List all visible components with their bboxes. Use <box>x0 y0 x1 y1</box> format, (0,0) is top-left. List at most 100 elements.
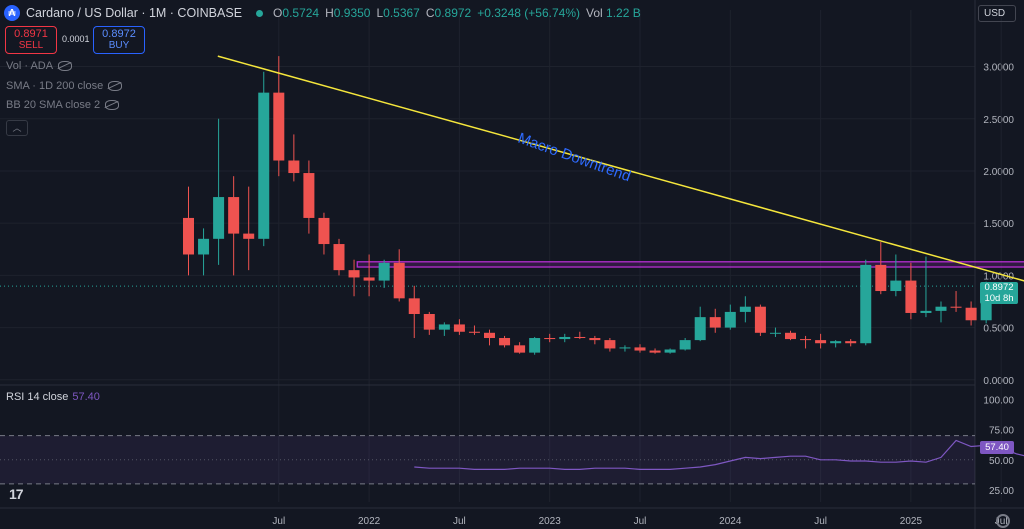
candle-body <box>694 317 706 341</box>
symbol-title[interactable]: Cardano / US Dollar · 1M · COINBASE <box>26 6 243 20</box>
candle-body <box>950 306 962 308</box>
price-tick-label: 2.5000 <box>983 115 1014 126</box>
candle-body <box>724 311 736 328</box>
candle-body <box>408 298 420 314</box>
last-price-tag: 0.8972 10d 8h <box>980 282 1018 304</box>
rsi-tick-label: 100.00 <box>983 395 1014 406</box>
candle-body <box>303 173 315 218</box>
rsi-legend-value: 57.40 <box>72 391 100 403</box>
candle-body <box>529 338 541 353</box>
rsi-tick-label: 75.00 <box>989 426 1014 437</box>
eye-hidden-icon[interactable] <box>58 61 73 71</box>
volume-value: 1.22 B <box>606 6 641 20</box>
resistance-zone <box>356 261 1024 268</box>
candle-body <box>499 338 511 346</box>
candle-body <box>815 340 827 344</box>
candle-body <box>318 217 330 245</box>
time-tick-label: 2023 <box>539 516 562 527</box>
eye-hidden-icon[interactable] <box>108 81 123 91</box>
price-tick-label: 2.0000 <box>983 167 1014 178</box>
eye-hidden-icon[interactable] <box>105 100 120 110</box>
macro-downtrend-line <box>217 55 1024 282</box>
open-label: O <box>273 6 283 20</box>
price-tick-label: 0.5000 <box>983 324 1014 335</box>
collapse-legend-button[interactable]: ︿ <box>6 120 28 136</box>
candle-body <box>935 306 947 311</box>
rsi-value-tag: 57.40 <box>980 441 1014 454</box>
candle-body <box>739 306 751 312</box>
candle-body <box>800 339 812 341</box>
candle-body <box>890 280 902 292</box>
indicator-bb[interactable]: BB 20 SMA close 2 <box>6 99 120 111</box>
candle-body <box>273 92 285 161</box>
candle-body <box>423 314 435 330</box>
sell-button[interactable]: 0.8971 SELL <box>5 26 57 54</box>
rsi-label: RSI 14 close <box>6 391 69 403</box>
indicator-volume-label: Vol · ADA <box>6 60 54 72</box>
currency-selector[interactable]: USD <box>978 5 1016 22</box>
gear-icon[interactable] <box>996 514 1010 528</box>
volume-label: Vol <box>585 6 603 20</box>
volume: Vol 1.22 B <box>586 6 641 20</box>
candle-body <box>875 264 887 292</box>
buy-button[interactable]: 0.8972 BUY <box>93 26 145 54</box>
candle-body <box>619 347 631 349</box>
sell-price: 0.8971 <box>14 28 48 40</box>
candle-body <box>634 347 646 351</box>
candle-body <box>213 197 225 239</box>
chart-header: ₳ Cardano / US Dollar · 1M · COINBASE O0… <box>4 4 641 22</box>
price-tick-label: 0.0000 <box>983 376 1014 387</box>
candle-body <box>965 307 977 321</box>
candle-body <box>243 233 255 239</box>
candle-body <box>574 336 586 339</box>
rsi-tick-label: 25.00 <box>989 486 1014 497</box>
price-tick-label: 1.0000 <box>983 271 1014 282</box>
candle-body <box>785 332 796 340</box>
indicator-sma[interactable]: SMA · 1D 200 close <box>6 80 123 92</box>
candle-body <box>438 324 450 330</box>
candle-body <box>393 262 405 299</box>
annotation-macro-downtrend: Macro Downtrend <box>516 130 633 186</box>
time-tick-label: 2022 <box>358 516 381 527</box>
candle-body <box>559 336 571 340</box>
candle-body <box>348 270 360 278</box>
indicator-sma-label: SMA · 1D 200 close <box>6 80 104 92</box>
candle-body <box>709 317 721 328</box>
tradingview-logo-icon[interactable]: 17 <box>9 486 24 502</box>
candle-body <box>228 197 240 234</box>
candle-body <box>258 92 270 239</box>
candle-body <box>860 264 872 344</box>
candle-body <box>920 310 932 313</box>
price-change: +0.3248 (+56.74%) <box>477 6 580 20</box>
candle-body <box>514 345 526 353</box>
ohlc-close: C0.8972 <box>426 6 471 20</box>
candle-body <box>845 341 857 344</box>
candle-body <box>333 244 345 271</box>
buy-price: 0.8972 <box>102 28 136 40</box>
high-label: H <box>325 6 334 20</box>
ohlc-high: H0.9350 <box>325 6 370 20</box>
last-price-value: 0.8972 <box>984 282 1014 293</box>
price-tick-label: 1.5000 <box>983 219 1014 230</box>
time-tick-label: Jul <box>814 516 827 527</box>
chevron-up-icon: ︿ <box>12 123 22 133</box>
candle-body <box>378 262 390 281</box>
candle-body <box>649 350 661 353</box>
price-tick-label: 3.0000 <box>983 63 1014 74</box>
high-value: 0.9350 <box>333 6 371 20</box>
time-tick-label: 2024 <box>719 516 742 527</box>
rsi-tick-label: 50.00 <box>989 456 1014 467</box>
time-tick-label: Jul <box>453 516 466 527</box>
bar-countdown: 10d 8h <box>984 293 1014 304</box>
buy-label: BUY <box>108 40 130 51</box>
indicator-volume[interactable]: Vol · ADA <box>6 60 73 72</box>
candle-body <box>453 324 465 332</box>
close-label: C <box>425 6 435 20</box>
rsi-legend[interactable]: RSI 14 close 57.40 <box>6 391 100 403</box>
market-open-icon <box>256 9 264 17</box>
time-tick-label: Jul <box>634 516 647 527</box>
indicator-bb-label: BB 20 SMA close 2 <box>6 99 101 111</box>
low-value: 0.5367 <box>383 6 420 20</box>
time-tick-label: Jul <box>272 516 285 527</box>
